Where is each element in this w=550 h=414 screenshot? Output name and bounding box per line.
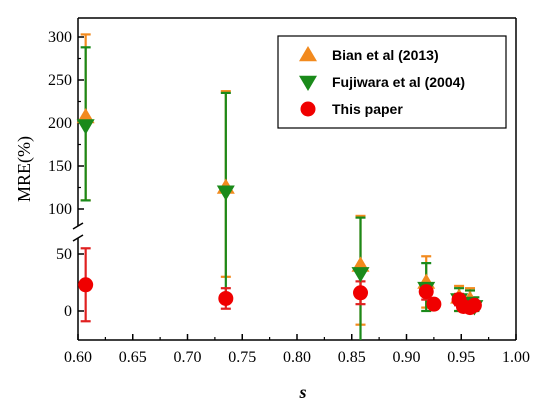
legend-marker-triangle-up	[299, 46, 317, 62]
data-point-circle	[426, 296, 442, 312]
legend-label: Fujiwara et al (2004)	[332, 74, 465, 90]
x-axis-title: s	[298, 382, 306, 402]
legend-box	[277, 35, 507, 129]
legend-marker-triangle-down	[299, 75, 317, 91]
axis-break-mark	[72, 234, 84, 242]
y-tick-label: 200	[48, 115, 72, 132]
x-tick-label: 0.70	[174, 349, 202, 366]
data-point-triangle-down	[216, 185, 235, 201]
y-tick-label: 0	[64, 303, 72, 320]
x-tick-label: 0.95	[447, 349, 475, 366]
y-tick-label: 300	[48, 29, 72, 46]
data-point-circle	[353, 285, 369, 301]
legend-marker-circle	[300, 101, 316, 117]
x-tick-label: 0.85	[338, 349, 366, 366]
y-tick-label: 50	[56, 246, 72, 263]
data-point-triangle-down	[351, 267, 370, 283]
y-axis-title: MRE(%)	[14, 136, 35, 202]
x-tick-label: 0.90	[393, 349, 421, 366]
x-tick-label: 1.00	[502, 349, 530, 366]
data-point-circle	[218, 290, 234, 306]
legend: Bian et al (2013) Fujiwara et al (2004) Th…	[277, 35, 507, 129]
markers-layer	[76, 107, 484, 316]
axis-break-mark	[72, 222, 84, 230]
x-tick-label: 0.65	[119, 349, 147, 366]
y-tick-label: 150	[48, 158, 72, 175]
x-tick-label: 0.80	[283, 349, 311, 366]
legend-label: This paper	[332, 101, 403, 117]
data-point-circle	[466, 297, 482, 313]
x-tick-label: 0.75	[228, 349, 256, 366]
y-tick-label: 250	[48, 72, 72, 89]
data-point-circle	[78, 277, 94, 293]
data-point-triangle-down	[76, 119, 95, 135]
y-ticks: 0 50 100 150 200 250 300	[48, 29, 84, 320]
y-tick-label: 100	[48, 201, 72, 218]
x-ticks: 0.60 0.65 0.70 0.75 0.80 0.85 0.90 0.95 1.00	[64, 334, 530, 366]
legend-label: Bian et al (2013)	[332, 47, 439, 63]
data-point-circle	[418, 284, 434, 300]
x-tick-label: 0.60	[64, 349, 92, 366]
